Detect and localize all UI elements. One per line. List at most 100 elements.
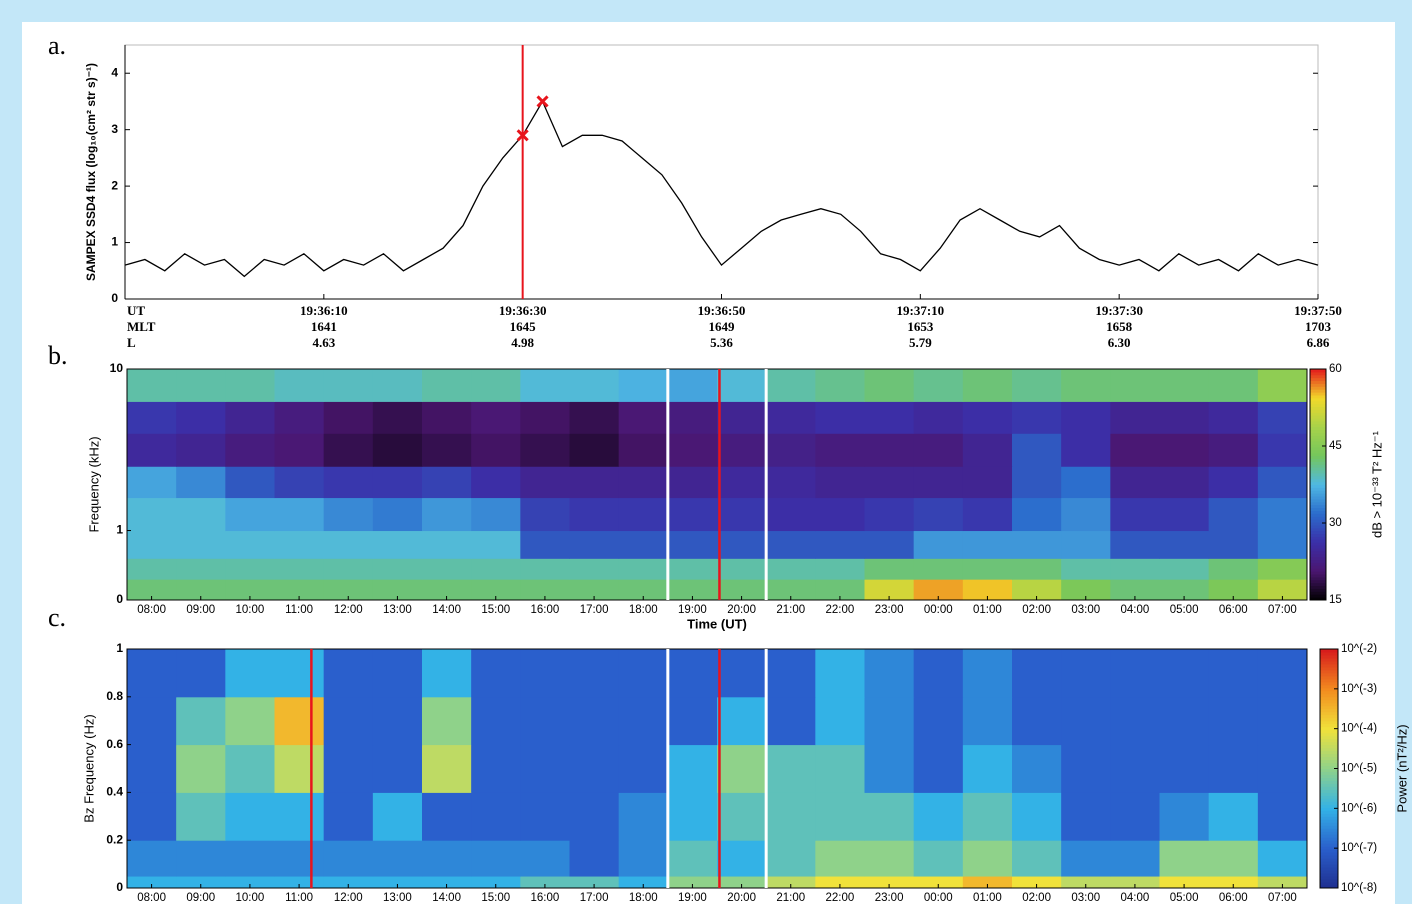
spectrogram-cell	[1258, 697, 1308, 745]
colorbar-slice	[1310, 580, 1326, 583]
spectrogram-cell	[1258, 531, 1308, 559]
colorbar-slice	[1310, 479, 1326, 482]
spectrogram-cell	[373, 558, 423, 579]
spectrogram-cell	[324, 745, 374, 793]
spectrogram-cell	[422, 369, 472, 402]
colorbar-slice	[1310, 539, 1326, 542]
x-tick-label: 19:37:50	[1294, 303, 1342, 318]
colorbar-slice	[1320, 712, 1338, 715]
spectrogram-cell	[1012, 433, 1062, 466]
x-tick-label: 19:36:30	[499, 303, 547, 318]
spectrogram-cell	[275, 498, 325, 531]
spectrogram-cell	[619, 433, 669, 466]
spectrogram-cell	[373, 745, 423, 793]
spectrogram-cell	[570, 466, 620, 498]
spectrogram-cell	[815, 649, 865, 697]
colorbar-slice	[1310, 583, 1326, 586]
x-tick-label: 04:00	[1121, 604, 1150, 616]
spectrogram-cell	[373, 840, 423, 876]
spectrogram-cell	[570, 697, 620, 745]
spectrogram-cell	[570, 498, 620, 531]
colorbar-slice	[1320, 700, 1338, 703]
spectrogram-cell	[176, 369, 226, 402]
spectrogram-cell	[865, 792, 915, 840]
spectrogram-cell	[127, 745, 177, 793]
spectrogram-cell	[1160, 433, 1210, 466]
spectrogram-cell	[1110, 745, 1160, 793]
colorbar-slice	[1320, 876, 1338, 879]
spectrogram-cell	[717, 649, 767, 697]
y-tick-label: 0.6	[106, 737, 123, 751]
x-tick-label: 22:00	[826, 604, 855, 616]
x-tick-label: 15:00	[481, 892, 510, 904]
colorbar-slice	[1310, 383, 1326, 386]
spectrogram-cell	[865, 531, 915, 559]
x-tick-label: 01:00	[973, 892, 1002, 904]
colorbar-tick-label: 10^(-6)	[1341, 802, 1377, 814]
spectrogram-cell	[1160, 369, 1210, 402]
spectrogram-cell	[1209, 745, 1259, 793]
spectrogram-cell	[520, 697, 570, 745]
x-tick-label: 19:37:30	[1095, 303, 1143, 318]
spectrogram-cell	[1012, 531, 1062, 559]
spectrogram-cell	[668, 840, 718, 876]
colorbar-slice	[1320, 685, 1338, 688]
y-tick-label: 0.8	[106, 689, 123, 703]
x-tick-label: 10:00	[236, 604, 265, 616]
colorbar-slice	[1310, 551, 1326, 554]
x-row-value: 1658	[1106, 319, 1133, 334]
spectrogram-cell	[373, 433, 423, 466]
spectrogram-cell	[1209, 558, 1259, 579]
colorbar-slice	[1320, 780, 1338, 783]
colorbar-slice	[1320, 810, 1338, 813]
colorbar-slice	[1310, 459, 1326, 462]
spectrogram-cell	[963, 401, 1013, 433]
spectrogram-cell	[619, 745, 669, 793]
colorbar-slice	[1320, 730, 1338, 733]
spectrogram-cell	[865, 745, 915, 793]
colorbar-slice	[1320, 789, 1338, 792]
spectrogram-cell	[914, 466, 964, 498]
x-row-value: 1703	[1305, 319, 1332, 334]
colorbar-slice	[1310, 487, 1326, 490]
x-tick-label: 00:00	[924, 892, 953, 904]
spectrogram-cell	[275, 745, 325, 793]
colorbar-slice	[1320, 691, 1338, 694]
colorbar-slice	[1320, 855, 1338, 858]
spectrogram-cell	[471, 498, 521, 531]
colorbar-slice	[1320, 694, 1338, 697]
spectrogram-cell	[963, 649, 1013, 697]
x-row-value: 4.98	[511, 335, 534, 350]
colorbar-slice	[1310, 568, 1326, 571]
spectrogram-cell	[471, 531, 521, 559]
spectrogram-cell	[914, 697, 964, 745]
spectrogram-cell	[176, 433, 226, 466]
colorbar-slice	[1320, 879, 1338, 882]
x-tick-label: 23:00	[875, 604, 904, 616]
spectrogram-cell	[1258, 792, 1308, 840]
spectrogram-cell	[1209, 531, 1259, 559]
spectrogram-cell	[1110, 697, 1160, 745]
spectrogram-cell	[324, 466, 374, 498]
spectrogram-cell	[766, 498, 816, 531]
x-tick-label: 15:00	[481, 604, 510, 616]
spectrogram-cell	[963, 840, 1013, 876]
x-tick-label: 19:00	[678, 604, 707, 616]
colorbar-slice	[1310, 418, 1326, 421]
spectrogram-cell	[520, 433, 570, 466]
spectrogram-cell	[176, 466, 226, 498]
spectrogram-cell	[1061, 466, 1111, 498]
colorbar-slice	[1320, 748, 1338, 751]
spectrogram-cell	[422, 433, 472, 466]
y-tick-label: 0.4	[106, 785, 123, 799]
spectrogram-cell	[422, 498, 472, 531]
spectrogram-cell	[815, 401, 865, 433]
spectrogram-cell	[520, 792, 570, 840]
spectrogram-cell	[914, 498, 964, 531]
x-tick-label: 21:00	[776, 604, 805, 616]
spectrogram-cell	[324, 401, 374, 433]
spectrogram-cell	[520, 369, 570, 402]
spectrogram-cell	[963, 558, 1013, 579]
x-row-value: 1641	[311, 319, 337, 334]
colorbar-slice	[1310, 571, 1326, 574]
